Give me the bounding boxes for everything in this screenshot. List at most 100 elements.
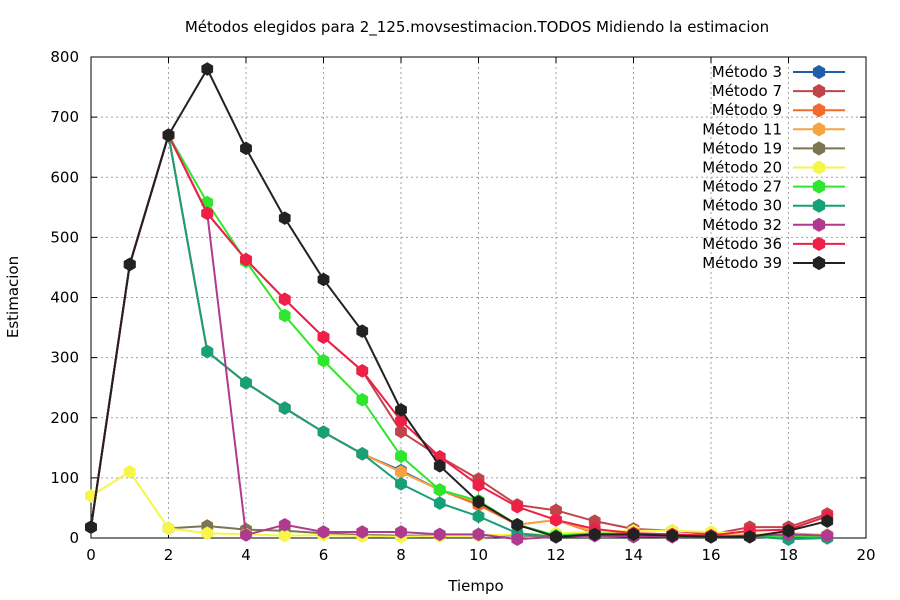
- data-point: [317, 272, 330, 287]
- legend-label: Método 27: [702, 178, 782, 196]
- data-point: [278, 528, 291, 543]
- data-point: [395, 449, 407, 464]
- legend-label: Método 39: [702, 254, 782, 272]
- legend-swatch-marker: [812, 103, 826, 118]
- chart-title: Métodos elegidos para 2_125.movsestimaci…: [185, 18, 769, 37]
- data-point: [201, 526, 214, 540]
- data-point: [433, 459, 446, 473]
- x-tick-label: 6: [319, 546, 329, 564]
- data-point: [317, 425, 330, 439]
- x-tick-label: 16: [701, 546, 720, 564]
- legend-swatch-marker: [812, 64, 826, 80]
- series-line: [90, 66, 828, 538]
- data-point: [550, 530, 562, 544]
- x-tick-label: 18: [779, 546, 798, 564]
- data-point: [550, 513, 562, 527]
- data-point: [356, 447, 369, 461]
- data-point: [395, 403, 407, 417]
- data-point: [395, 424, 407, 439]
- legend-swatch-marker: [812, 160, 826, 175]
- legend-entry: Método 39: [702, 254, 845, 272]
- legend-label: Método 32: [702, 216, 782, 234]
- x-axis-label: Tiempo: [447, 577, 503, 595]
- data-point: [317, 353, 330, 368]
- legend-label: Método 36: [702, 235, 782, 253]
- legend-swatch-marker: [812, 122, 826, 137]
- x-tick-label: 14: [624, 546, 643, 564]
- data-point: [356, 364, 369, 378]
- legend-swatch-marker: [812, 198, 826, 213]
- legend-entry: Método 20: [702, 159, 845, 177]
- legend-swatch-marker: [812, 236, 826, 251]
- data-point: [472, 495, 485, 509]
- y-tick-label: 700: [50, 108, 79, 126]
- legend-swatch-marker: [812, 179, 826, 194]
- data-point: [278, 308, 291, 323]
- data-point: [240, 252, 252, 267]
- legend-label: Método 3: [712, 63, 782, 81]
- legend-swatch-marker: [812, 217, 826, 232]
- series-line: [90, 132, 828, 537]
- y-axis-label: Estimacion: [4, 256, 22, 338]
- legend-entry: Método 30: [702, 197, 845, 215]
- legend-entry: Método 3: [712, 63, 845, 81]
- data-point: [821, 528, 834, 543]
- data-point: [472, 509, 485, 524]
- y-tick-label: 500: [50, 228, 79, 246]
- legend-label: Método 19: [702, 139, 782, 157]
- data-point: [278, 401, 291, 415]
- data-point: [278, 211, 291, 225]
- data-point: [278, 517, 291, 532]
- data-point: [356, 525, 369, 539]
- data-point: [123, 465, 136, 479]
- data-point: [201, 344, 214, 359]
- y-tick-label: 600: [50, 168, 79, 186]
- data-point: [278, 292, 291, 307]
- data-point: [240, 376, 252, 390]
- x-tick-label: 10: [469, 546, 488, 564]
- data-point: [472, 527, 485, 542]
- data-point: [395, 477, 407, 491]
- data-point: [782, 523, 795, 538]
- data-point: [201, 206, 214, 221]
- data-point: [201, 62, 214, 76]
- legend-label: Método 20: [702, 159, 782, 177]
- data-point: [85, 520, 97, 534]
- series-método-39: [85, 62, 834, 544]
- data-point: [317, 525, 330, 539]
- y-tick-label: 800: [50, 48, 79, 66]
- data-point: [356, 324, 369, 338]
- data-point: [511, 499, 524, 514]
- data-point: [240, 528, 252, 542]
- series-line: [90, 470, 828, 538]
- legend-swatch-marker: [812, 255, 826, 271]
- data-point: [472, 478, 485, 492]
- data-point: [588, 527, 601, 542]
- y-tick-label: 400: [50, 289, 79, 307]
- data-point: [705, 530, 717, 544]
- y-tick-label: 200: [50, 409, 79, 427]
- x-tick-label: 0: [86, 546, 96, 564]
- data-point: [240, 141, 252, 156]
- x-tick-label: 8: [396, 546, 406, 564]
- data-point: [666, 528, 679, 543]
- data-point: [433, 496, 446, 510]
- data-point: [395, 525, 407, 539]
- x-tick-label: 20: [856, 546, 875, 564]
- data-point: [511, 532, 524, 546]
- y-tick-label: 100: [50, 469, 79, 487]
- data-point: [743, 530, 756, 544]
- data-point: [162, 128, 175, 142]
- x-tick-label: 2: [164, 546, 174, 564]
- legend-entry: Método 19: [702, 139, 845, 157]
- legend-entry: Método 9: [712, 101, 845, 119]
- y-tick-label: 0: [69, 529, 79, 547]
- legend-label: Método 11: [702, 120, 782, 138]
- legend-entry: Método 36: [702, 235, 845, 253]
- data-point: [511, 517, 524, 532]
- x-tick-label: 12: [546, 546, 565, 564]
- x-tick-label: 4: [241, 546, 251, 564]
- data-point: [162, 521, 175, 536]
- legend-swatch-marker: [812, 141, 826, 156]
